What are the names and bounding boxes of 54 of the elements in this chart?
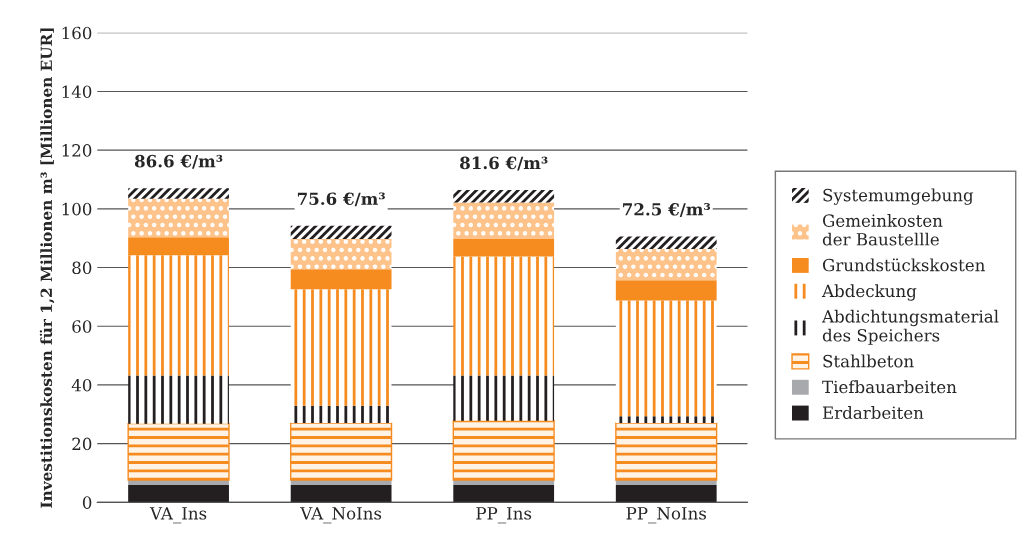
legend-label: Grundstückskosten [822, 258, 985, 272]
y-axis-title: Investitionskosten für 1,2 Millionen m³ [Millionen EUR] [39, 28, 55, 508]
y-tick-label: 100 [62, 202, 92, 216]
bar [615, 422, 718, 481]
y-tick-label: 80 [72, 261, 92, 275]
bar [290, 269, 392, 290]
y-tick-label: 160 [62, 26, 92, 40]
y-tick-label: 40 [71, 378, 92, 392]
bar [453, 375, 555, 421]
bar [128, 485, 229, 503]
bar [290, 239, 392, 270]
y-tick-label: 120 [62, 144, 92, 157]
bar [615, 236, 717, 250]
legend-label: Abdeckung [821, 284, 917, 301]
y-tick-label: 0 [82, 496, 92, 509]
legend-label: Tiefbauarbeiten [822, 380, 957, 394]
bar [128, 188, 229, 199]
bar [127, 422, 230, 481]
bar [615, 300, 717, 417]
bar [453, 256, 555, 376]
bar [453, 239, 555, 257]
x-tick-label: PP_Ins [476, 507, 532, 524]
legend-label: Erdarbeiten [822, 406, 924, 420]
bar [290, 289, 392, 406]
bar [453, 190, 555, 203]
x-tick-label: VA_NoIns [300, 507, 382, 524]
bar [453, 485, 555, 503]
bar [453, 202, 555, 240]
bar [128, 375, 229, 424]
legend-label: Systemumgebung [823, 188, 974, 205]
annotation: 86.6 €/m³ [134, 154, 223, 169]
bar [290, 485, 392, 503]
y-tick-label: 60 [72, 320, 92, 333]
x-tick-label: VA_Ins [149, 507, 207, 524]
annotation: 75.6 €/m³ [297, 192, 385, 207]
y-tick-label: 140 [62, 85, 92, 99]
x-tick-label: PP_NoIns [626, 507, 707, 524]
bar [290, 422, 393, 481]
bar [290, 225, 392, 240]
annotation: 72.5 €/m³ [623, 202, 711, 217]
bar [128, 198, 229, 238]
bar [615, 416, 717, 424]
legend-label: Abdichtungsmaterial des Speichers [821, 309, 999, 345]
bar [290, 405, 392, 424]
annotation: 81.6 €/m³ [460, 156, 548, 171]
bar [452, 420, 555, 481]
bar [615, 485, 717, 503]
y-tick-label: 20 [72, 437, 92, 451]
bar [615, 249, 717, 281]
bar [615, 280, 717, 301]
bar [128, 237, 229, 256]
bar [128, 255, 229, 376]
legend-label: Stahlbeton [823, 354, 914, 368]
legend-label: Gemeinkosten der Baustellle [822, 214, 943, 246]
